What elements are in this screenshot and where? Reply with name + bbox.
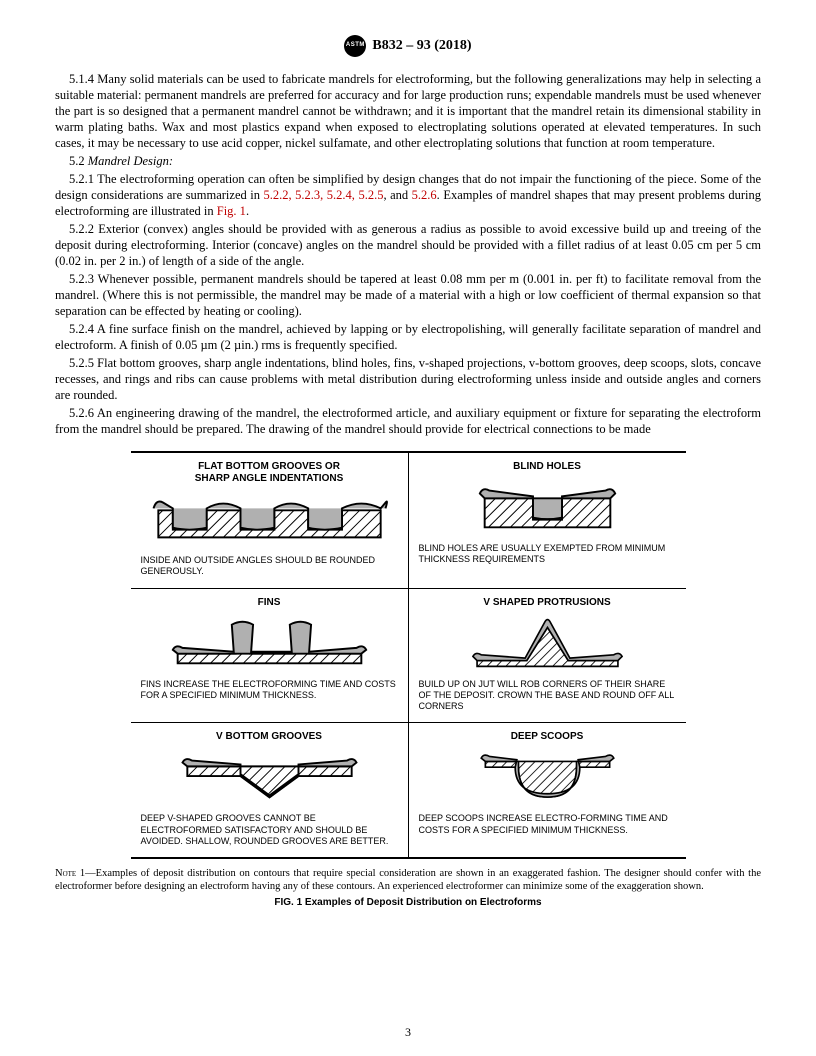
cell-fins: FINS FINS INCREASE THE ELECTROFORMING TI…	[131, 589, 409, 723]
cell-note: BLIND HOLES ARE USUALLY EXEMPTED FROM MI…	[419, 543, 676, 566]
ref-fig1: Fig. 1	[217, 204, 246, 218]
para-5-2-5: 5.2.5 Flat bottom grooves, sharp angle i…	[55, 355, 761, 403]
astm-logo-icon: ASTM	[344, 35, 366, 57]
figure-caption: FIG. 1 Examples of Deposit Distribution …	[55, 897, 761, 910]
diagram-deep-scoop	[419, 749, 676, 807]
section-title: Mandrel Design:	[88, 154, 173, 168]
figure-row-3: V BOTTOM GROOVES DEEP V-SHAPED GROOVES C…	[131, 723, 686, 857]
para-5-2-head: 5.2 Mandrel Design:	[55, 153, 761, 169]
cell-v-protrusions: V SHAPED PROTRUSIONS BUILD UP ON JUT WIL…	[409, 589, 686, 723]
ref-522-525: 5.2.2, 5.2.3, 5.2.4, 5.2.5	[264, 188, 384, 202]
cell-v-bottom-grooves: V BOTTOM GROOVES DEEP V-SHAPED GROOVES C…	[131, 723, 409, 857]
figure-row-2: FINS FINS INCREASE THE ELECTROFORMING TI…	[131, 589, 686, 724]
cell-deep-scoops: DEEP SCOOPS DEEP SCOOPS INCREASE ELECTRO…	[409, 723, 686, 857]
page-number: 3	[0, 1025, 816, 1040]
para-5-2-4: 5.2.4 A fine surface finish on the mandr…	[55, 321, 761, 353]
p521-end: .	[246, 204, 249, 218]
diagram-v-groove	[141, 749, 398, 807]
para-5-2-6: 5.2.6 An engineering drawing of the mand…	[55, 405, 761, 437]
cell-title: V BOTTOM GROOVES	[216, 731, 322, 743]
cell-title: V SHAPED PROTRUSIONS	[483, 597, 610, 609]
cell-title: BLIND HOLES	[513, 461, 581, 473]
para-5-2-3: 5.2.3 Whenever possible, permanent mandr…	[55, 271, 761, 319]
cell-title: FLAT BOTTOM GROOVES ORSHARP ANGLE INDENT…	[195, 461, 344, 485]
cell-blind-holes: BLIND HOLES BLIND HOLES ARE USUALLY EXEM…	[409, 453, 686, 588]
cell-title: DEEP SCOOPS	[511, 731, 584, 743]
cell-note: INSIDE AND OUTSIDE ANGLES SHOULD BE ROUN…	[141, 555, 398, 578]
diagram-blind-holes	[419, 479, 676, 537]
cell-note: DEEP V-SHAPED GROOVES CANNOT BE ELECTROF…	[141, 813, 398, 847]
cell-note: BUILD UP ON JUT WILL ROB CORNERS OF THEI…	[419, 679, 676, 713]
figure-row-1: FLAT BOTTOM GROOVES ORSHARP ANGLE INDENT…	[131, 453, 686, 589]
diagram-flat-bottom	[141, 491, 398, 549]
para-5-1-4: 5.1.4 Many solid materials can be used t…	[55, 71, 761, 151]
diagram-v-protrusion	[419, 615, 676, 673]
cell-flat-bottom-grooves: FLAT BOTTOM GROOVES ORSHARP ANGLE INDENT…	[131, 453, 409, 588]
diagram-fins	[141, 615, 398, 673]
document-header: ASTM B832 – 93 (2018)	[55, 35, 761, 57]
cell-note: FINS INCREASE THE ELECTROFORMING TIME AN…	[141, 679, 398, 702]
note-text: Examples of deposit distribution on cont…	[55, 868, 761, 892]
p521-and: , and	[383, 188, 411, 202]
standard-number: B832 – 93 (2018)	[372, 37, 471, 55]
para-5-2-1: 5.2.1 The electroforming operation can o…	[55, 171, 761, 219]
ref-526: 5.2.6	[412, 188, 437, 202]
section-num: 5.2	[69, 154, 88, 168]
cell-note: DEEP SCOOPS INCREASE ELECTRO-FORMING TIM…	[419, 813, 676, 836]
figure-1: FLAT BOTTOM GROOVES ORSHARP ANGLE INDENT…	[131, 451, 686, 859]
cell-title: FINS	[258, 597, 281, 609]
figure-note: Note 1—Examples of deposit distribution …	[55, 867, 761, 893]
para-5-2-2: 5.2.2 Exterior (convex) angles should be…	[55, 221, 761, 269]
note-label: Note 1—	[55, 868, 96, 879]
